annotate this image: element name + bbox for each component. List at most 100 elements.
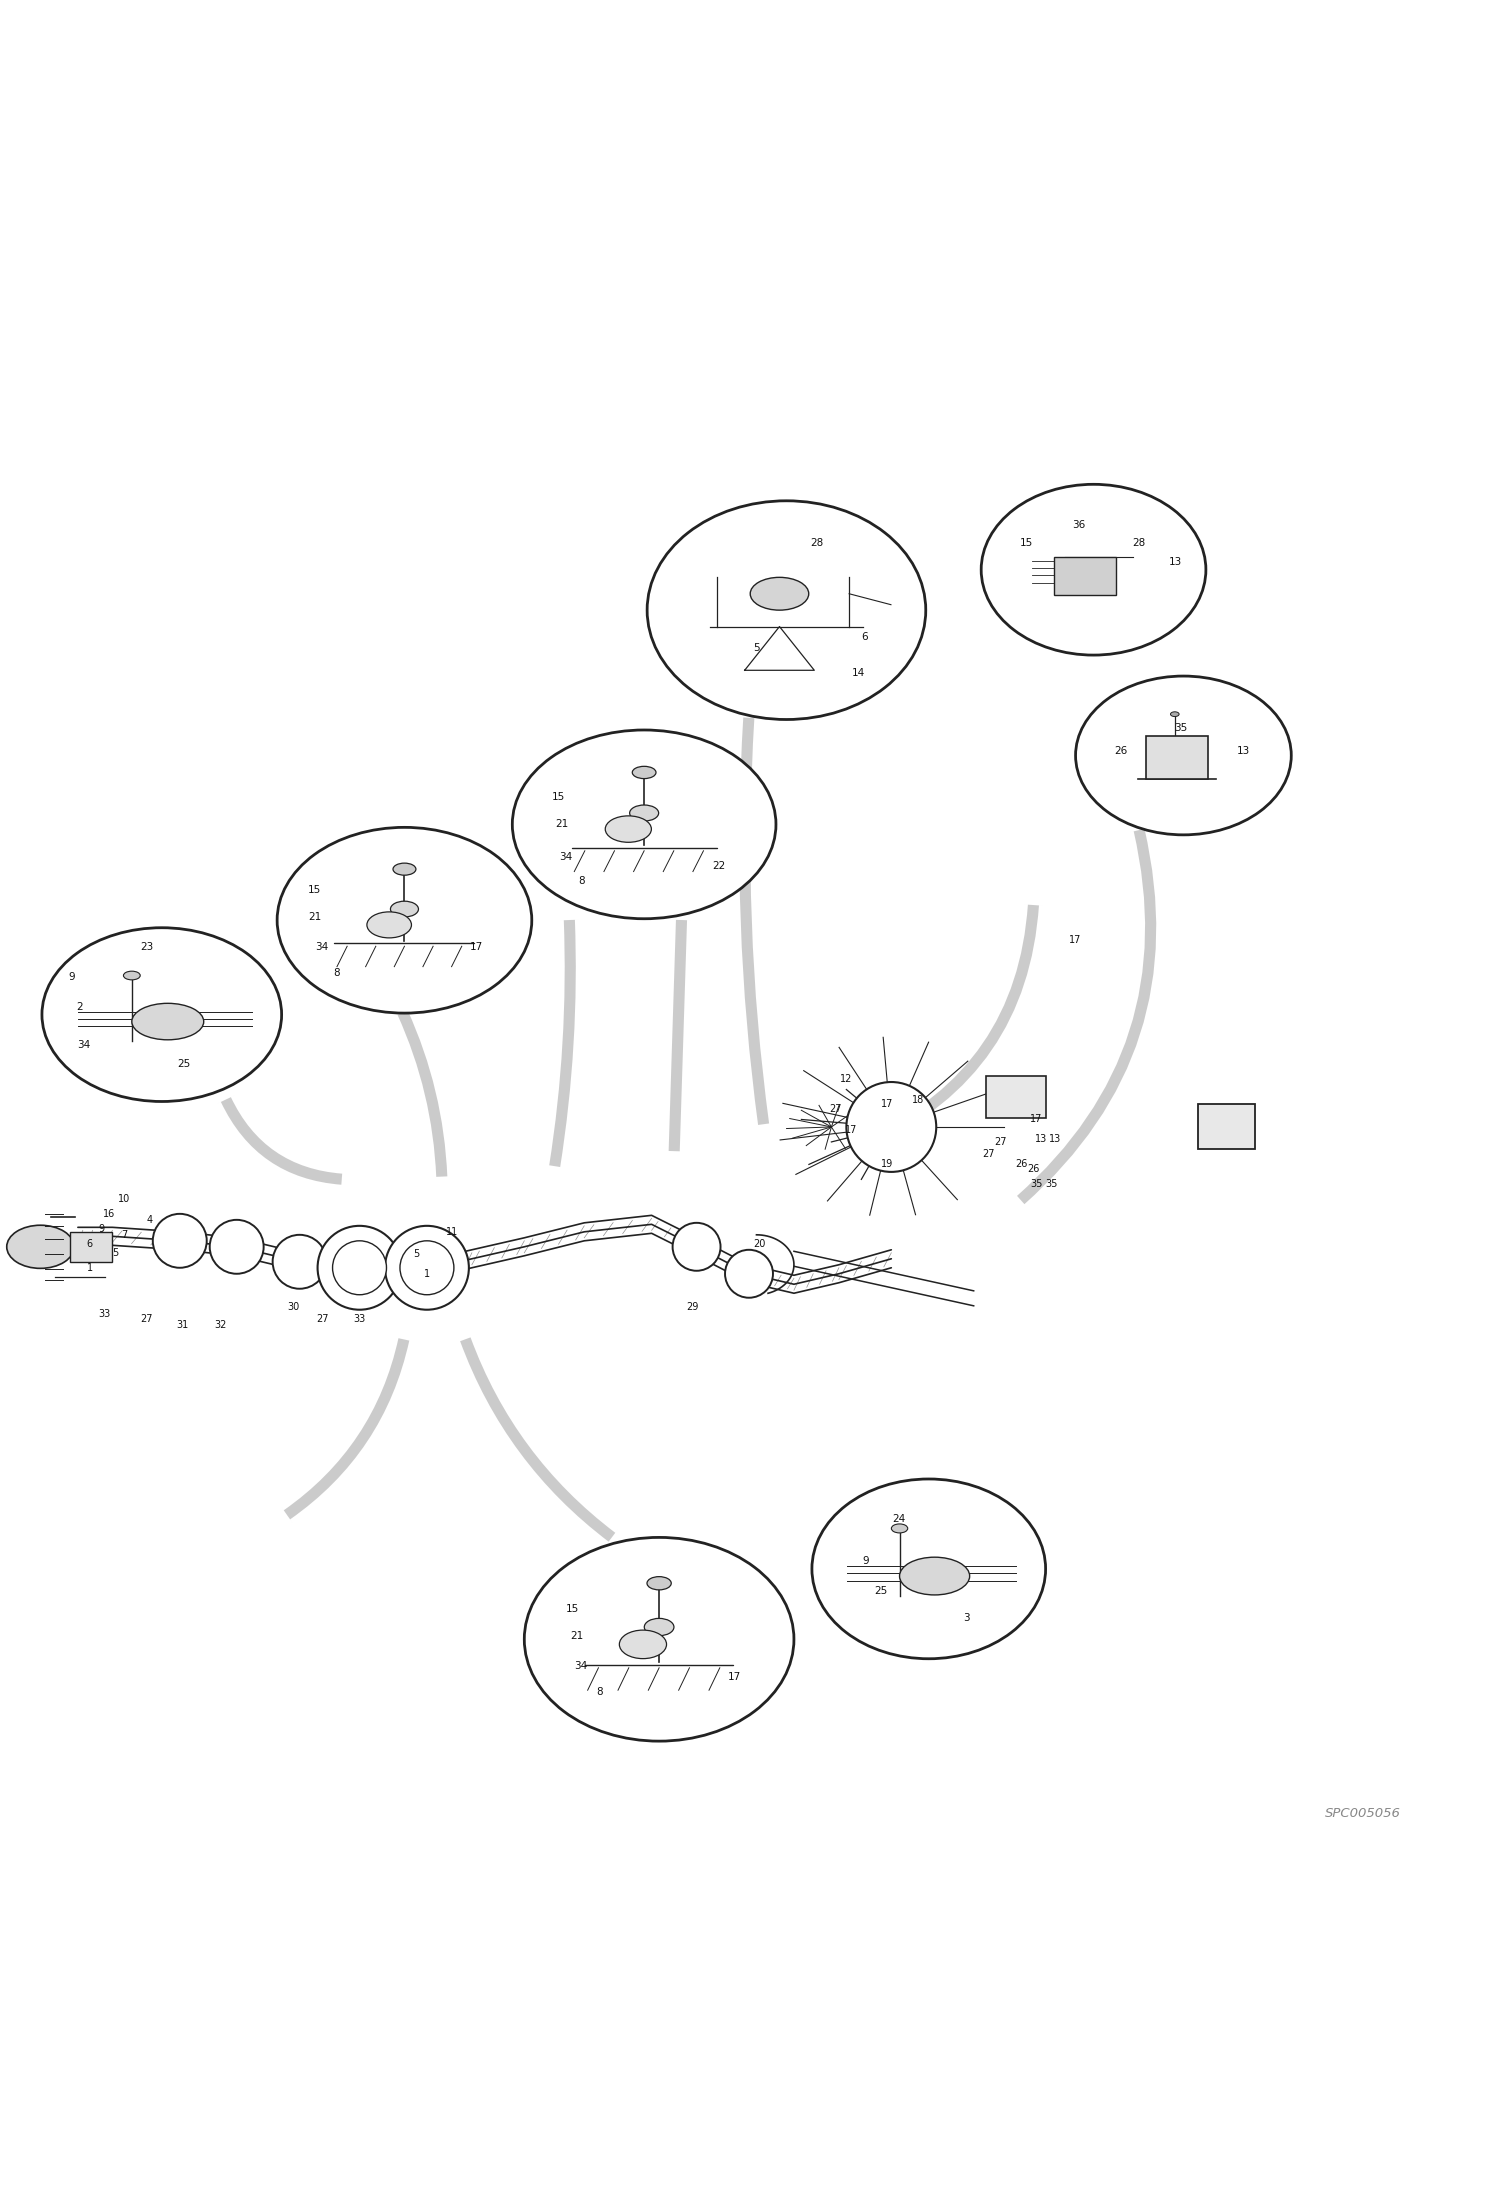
Text: 35: 35 xyxy=(1174,724,1186,733)
Text: 8: 8 xyxy=(334,968,340,979)
Ellipse shape xyxy=(42,928,282,1101)
FancyArrowPatch shape xyxy=(1017,827,1156,1205)
FancyArrowPatch shape xyxy=(394,1009,448,1176)
Ellipse shape xyxy=(632,766,656,779)
Text: 26: 26 xyxy=(1016,1158,1028,1169)
Text: 5: 5 xyxy=(753,643,759,652)
Text: 15: 15 xyxy=(566,1604,578,1615)
Circle shape xyxy=(210,1220,264,1275)
Text: 13: 13 xyxy=(1170,557,1182,568)
Text: 13: 13 xyxy=(1049,1134,1061,1143)
Text: 32: 32 xyxy=(214,1321,226,1330)
Text: 17: 17 xyxy=(728,1672,740,1683)
Ellipse shape xyxy=(619,1630,667,1659)
Text: 17: 17 xyxy=(1070,935,1082,946)
Text: 9: 9 xyxy=(863,1556,869,1567)
Text: 26: 26 xyxy=(1028,1163,1040,1174)
Bar xyxy=(1055,557,1116,595)
Ellipse shape xyxy=(750,577,809,610)
Text: 7: 7 xyxy=(121,1231,127,1240)
Text: 17: 17 xyxy=(1031,1115,1043,1126)
Bar xyxy=(1198,1104,1255,1150)
Text: 34: 34 xyxy=(78,1040,90,1049)
Text: SPC005056: SPC005056 xyxy=(1326,1806,1401,1819)
Text: 9: 9 xyxy=(99,1224,105,1233)
Text: 5: 5 xyxy=(112,1248,118,1257)
Ellipse shape xyxy=(981,485,1206,656)
Text: 1: 1 xyxy=(424,1268,430,1279)
Text: 36: 36 xyxy=(1073,520,1085,529)
Text: 4: 4 xyxy=(147,1215,153,1224)
Text: 14: 14 xyxy=(852,667,864,678)
Circle shape xyxy=(273,1235,327,1288)
Text: 34: 34 xyxy=(560,851,572,862)
Text: 25: 25 xyxy=(178,1060,190,1068)
FancyArrowPatch shape xyxy=(460,1338,617,1545)
Text: 10: 10 xyxy=(118,1194,130,1205)
Circle shape xyxy=(673,1222,721,1270)
FancyArrowPatch shape xyxy=(217,1095,342,1185)
Text: 22: 22 xyxy=(713,862,725,871)
Bar xyxy=(986,1075,1046,1119)
Circle shape xyxy=(725,1251,773,1297)
Ellipse shape xyxy=(891,1525,908,1534)
FancyArrowPatch shape xyxy=(668,919,691,1152)
Circle shape xyxy=(397,1237,457,1297)
Ellipse shape xyxy=(132,1003,204,1040)
Circle shape xyxy=(385,1226,469,1310)
Text: 9: 9 xyxy=(69,972,75,983)
Text: 5: 5 xyxy=(413,1248,419,1259)
Text: 17: 17 xyxy=(845,1126,857,1134)
Text: 20: 20 xyxy=(753,1240,765,1248)
Ellipse shape xyxy=(647,1577,671,1591)
Text: 27: 27 xyxy=(830,1104,842,1115)
Text: 21: 21 xyxy=(556,818,568,829)
Text: 15: 15 xyxy=(1020,538,1032,548)
Ellipse shape xyxy=(6,1224,75,1268)
Ellipse shape xyxy=(392,862,416,875)
Text: 2: 2 xyxy=(76,1003,82,1011)
Ellipse shape xyxy=(1170,711,1179,717)
Text: 27: 27 xyxy=(983,1150,995,1158)
Circle shape xyxy=(400,1242,454,1294)
Text: 17: 17 xyxy=(881,1099,893,1110)
Circle shape xyxy=(153,1213,207,1268)
Text: 8: 8 xyxy=(578,875,584,886)
Text: 6: 6 xyxy=(87,1240,93,1248)
Text: 34: 34 xyxy=(316,941,328,952)
Ellipse shape xyxy=(512,731,776,919)
Text: 19: 19 xyxy=(881,1158,893,1169)
Text: 30: 30 xyxy=(288,1301,300,1312)
Text: 31: 31 xyxy=(177,1321,189,1330)
Circle shape xyxy=(318,1226,401,1310)
Text: 11: 11 xyxy=(446,1226,458,1237)
Ellipse shape xyxy=(812,1479,1046,1659)
Text: 6: 6 xyxy=(861,632,867,643)
Text: 33: 33 xyxy=(99,1310,111,1319)
FancyArrowPatch shape xyxy=(739,717,768,1126)
Text: 1: 1 xyxy=(87,1264,93,1273)
Ellipse shape xyxy=(123,972,141,981)
Text: 15: 15 xyxy=(309,884,321,895)
Text: 28: 28 xyxy=(1132,538,1144,548)
Text: 21: 21 xyxy=(309,913,321,921)
Text: 27: 27 xyxy=(995,1136,1007,1147)
FancyArrowPatch shape xyxy=(550,919,580,1167)
Ellipse shape xyxy=(1076,676,1291,836)
Circle shape xyxy=(846,1082,936,1172)
Text: 3: 3 xyxy=(963,1613,969,1624)
Text: 12: 12 xyxy=(840,1075,852,1084)
Circle shape xyxy=(330,1237,389,1297)
Text: 18: 18 xyxy=(912,1095,924,1106)
Ellipse shape xyxy=(647,500,926,720)
Ellipse shape xyxy=(277,827,532,1014)
Ellipse shape xyxy=(644,1619,674,1637)
Text: 35: 35 xyxy=(1031,1178,1043,1189)
Text: 23: 23 xyxy=(141,941,153,952)
Text: 13: 13 xyxy=(1035,1134,1047,1143)
Text: 34: 34 xyxy=(575,1661,587,1672)
FancyArrowPatch shape xyxy=(869,904,1043,1145)
Text: 35: 35 xyxy=(1046,1178,1058,1189)
Text: 15: 15 xyxy=(553,792,565,803)
Ellipse shape xyxy=(367,913,412,937)
